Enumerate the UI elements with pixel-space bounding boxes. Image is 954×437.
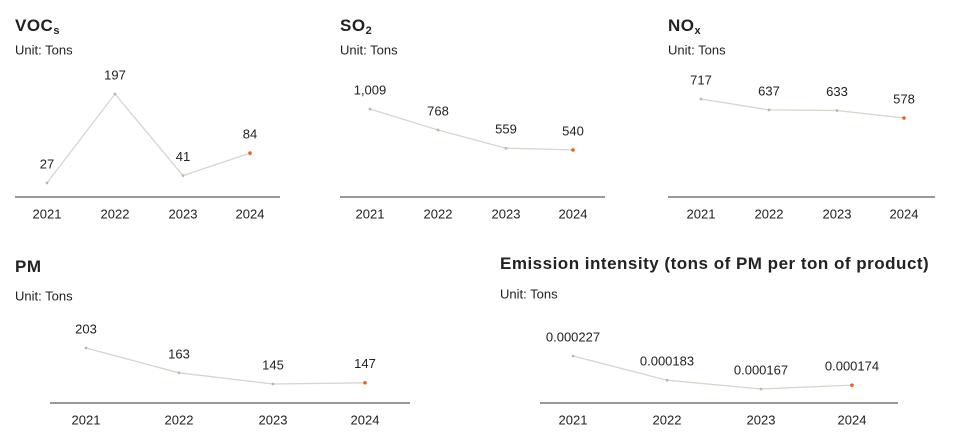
data-point [504, 146, 508, 150]
data-line [369, 108, 574, 151]
title-text: VOC [15, 16, 53, 35]
title-subscript: s [53, 25, 60, 37]
x-tick-label: 2022 [755, 206, 784, 221]
value-label: 84 [243, 127, 257, 142]
value-label: 578 [893, 91, 915, 106]
x-tick-label: 2021 [559, 412, 588, 427]
x-tick-label: 2022 [653, 412, 682, 427]
x-tick-label: 2021 [72, 412, 101, 427]
data-point [248, 151, 252, 155]
x-tick-label: 2024 [559, 206, 588, 221]
data-point [665, 378, 669, 382]
data-line [46, 92, 251, 184]
unit-label: Unit: Tons [15, 42, 73, 57]
value-label: 0.000167 [734, 362, 788, 377]
line-chart: Emission intensity (tons of PM per ton o… [500, 254, 929, 427]
data-point [759, 387, 763, 391]
title-subscript: x [695, 25, 702, 37]
x-tick-label: 2021 [33, 206, 62, 221]
x-tick-label: 2021 [687, 206, 716, 221]
line-chart: SO2 Unit: Tons 2021 2022 2023 2024 1,009 768 559… [340, 16, 605, 221]
x-tick-label: 2024 [838, 412, 867, 427]
chart-title: VOCs [15, 16, 60, 36]
title-text: Emission intensity (tons of PM per ton o… [500, 254, 929, 273]
x-tick-label: 2024 [236, 206, 265, 221]
x-tick-label: 2022 [424, 206, 453, 221]
value-label: 559 [495, 122, 517, 137]
value-label: 163 [168, 346, 190, 361]
title-subscript: 2 [366, 25, 373, 37]
data-point [271, 382, 275, 386]
chart-title: Emission intensity (tons of PM per ton o… [500, 254, 929, 273]
value-label: 1,009 [354, 82, 387, 97]
value-label: 203 [75, 321, 97, 336]
x-tick-label: 2022 [165, 412, 194, 427]
x-tick-label: 2023 [169, 206, 198, 221]
line-chart: NOx Unit: Tons 2021 2022 2023 2024 717 637 633 57… [668, 16, 935, 221]
value-label: 0.000183 [640, 354, 694, 369]
value-label: 0.000227 [546, 329, 600, 344]
value-label: 0.000174 [825, 359, 879, 374]
value-label: 633 [826, 84, 848, 99]
x-tick-label: 2022 [101, 206, 130, 221]
line-chart: VOCs Unit: Tons 2021 2022 2023 2024 27 197 41 84 [15, 16, 280, 221]
data-point [113, 92, 117, 96]
x-tick-label: 2023 [259, 412, 288, 427]
title-text: PM [15, 257, 42, 276]
data-point [181, 174, 185, 177]
chart-title: NOx [668, 16, 702, 36]
data-line [700, 98, 905, 119]
data-point [84, 346, 88, 350]
x-tick-label: 2023 [747, 412, 776, 427]
value-label: 41 [176, 149, 190, 164]
value-label: 717 [690, 72, 712, 87]
data-point [571, 354, 575, 358]
data-point [835, 109, 839, 112]
title-text: SO [340, 16, 366, 35]
data-point [571, 148, 575, 152]
x-tick-label: 2023 [492, 206, 521, 221]
data-point [699, 97, 703, 101]
x-tick-label: 2024 [890, 206, 919, 221]
value-label: 27 [40, 156, 54, 171]
data-point [767, 108, 771, 112]
unit-label: Unit: Tons [340, 42, 398, 57]
x-tick-label: 2024 [351, 412, 380, 427]
title-text: NO [668, 16, 695, 35]
data-point [363, 380, 367, 385]
data-point [850, 383, 854, 387]
value-label: 768 [427, 103, 449, 118]
value-label: 147 [354, 356, 376, 371]
data-point [368, 107, 372, 111]
value-label: 540 [562, 123, 584, 138]
line-chart: PM Unit: Tons 2021 2022 2023 2024 203 163 145 147 [15, 257, 410, 427]
data-line [85, 347, 366, 385]
unit-label: Unit: Tons [500, 286, 558, 301]
chart-title: SO2 [340, 16, 372, 36]
unit-label: Unit: Tons [15, 288, 73, 303]
x-tick-label: 2023 [823, 206, 852, 221]
data-point [177, 371, 181, 375]
x-tick-label: 2021 [356, 206, 385, 221]
data-point [902, 116, 906, 120]
data-point [45, 181, 49, 185]
value-label: 637 [758, 83, 780, 98]
unit-label: Unit: Tons [668, 42, 726, 57]
data-line [572, 355, 853, 390]
value-label: 197 [104, 67, 126, 82]
chart-title: PM [15, 257, 42, 276]
value-label: 145 [262, 357, 284, 372]
data-point [436, 128, 440, 132]
